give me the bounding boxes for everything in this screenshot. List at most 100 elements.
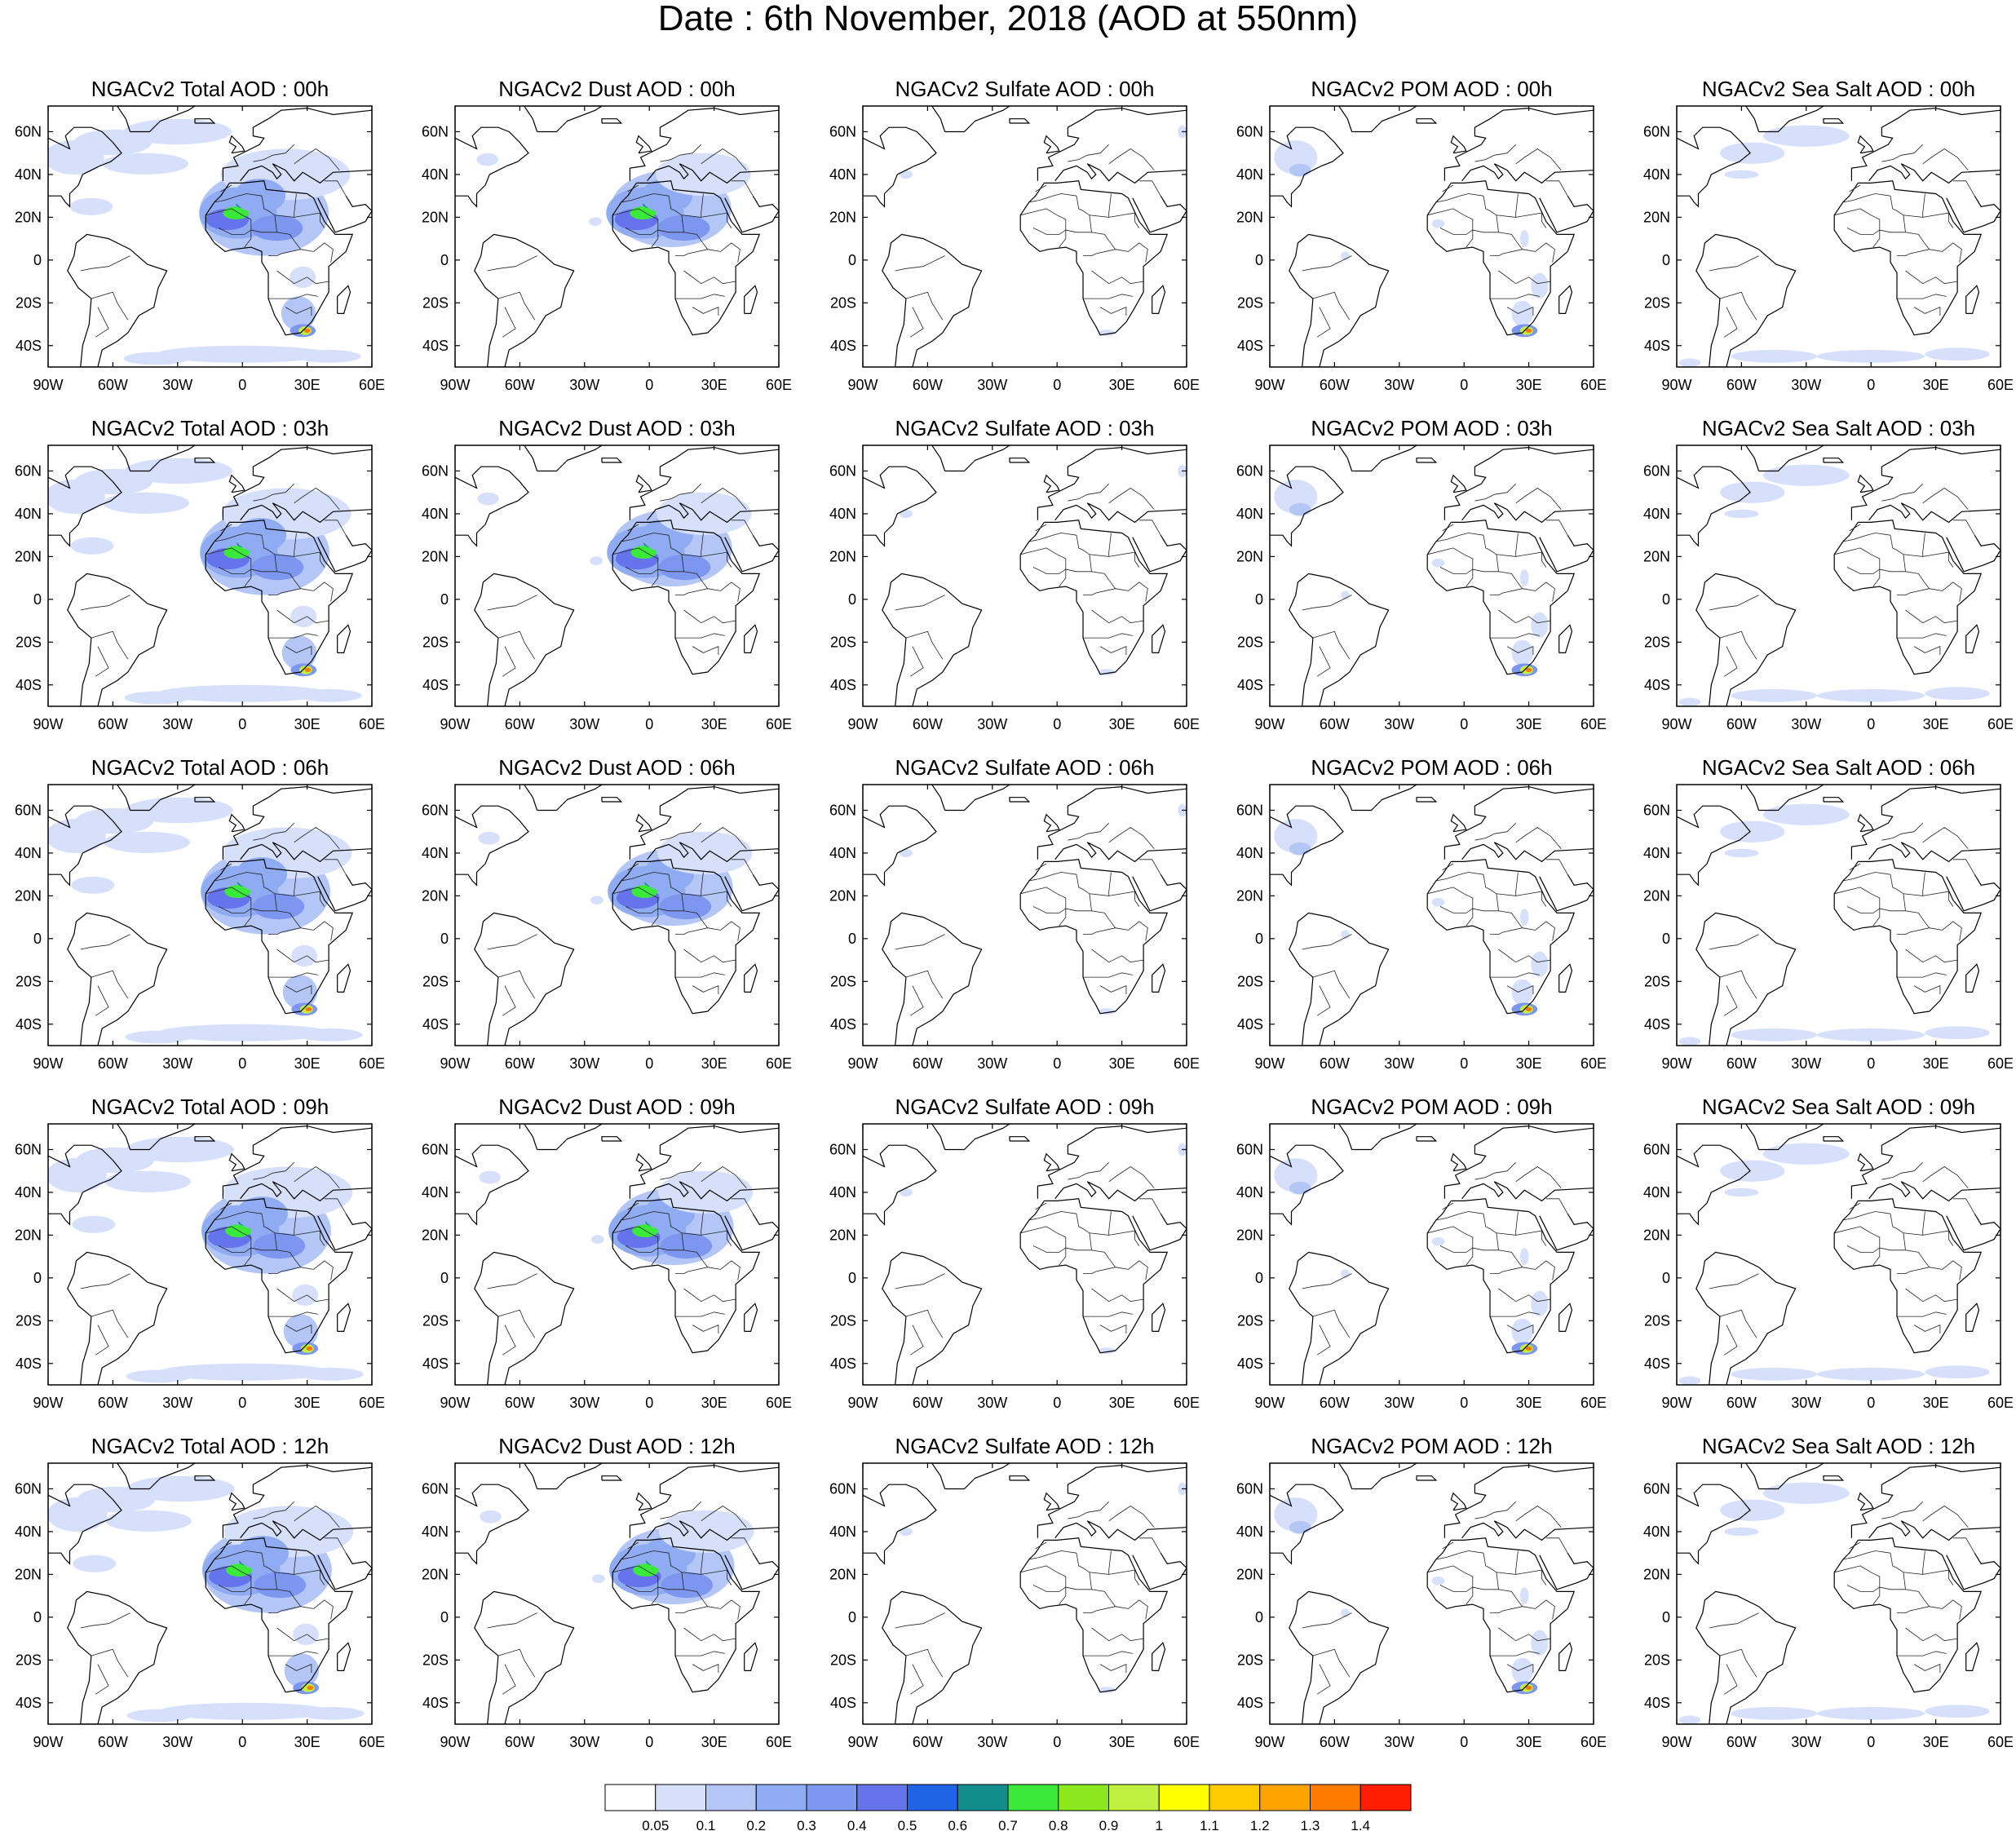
aod-plume bbox=[1719, 1160, 1785, 1182]
coastline bbox=[1152, 1302, 1166, 1332]
lon-tick-label: 30W bbox=[569, 1055, 599, 1072]
coastline bbox=[1695, 1251, 1797, 1385]
country-border bbox=[625, 228, 684, 235]
lat-tick-label: 0 bbox=[1255, 1270, 1263, 1286]
country-border bbox=[1913, 645, 1941, 655]
country-border bbox=[1834, 1565, 1881, 1588]
coastline bbox=[1337, 1463, 1418, 1490]
lon-tick-label: 90W bbox=[1661, 716, 1691, 732]
lon-tick-label: 30W bbox=[1384, 377, 1414, 393]
lon-tick-label: 30W bbox=[162, 1395, 192, 1411]
country-border bbox=[1108, 1506, 1155, 1528]
aod-plume bbox=[661, 1572, 714, 1599]
aod-plume bbox=[659, 893, 712, 920]
lon-tick-label: 90W bbox=[847, 1055, 878, 1072]
country-border bbox=[1083, 588, 1116, 595]
lat-tick-label: 40N bbox=[1643, 166, 1670, 183]
lat-tick-label: 40S bbox=[830, 338, 856, 354]
coastline bbox=[1857, 135, 1874, 154]
country-border bbox=[895, 1273, 945, 1289]
lon-tick-label: 30E bbox=[1923, 1734, 1949, 1750]
coastline bbox=[1965, 1642, 1980, 1671]
map-frame bbox=[1269, 784, 1594, 1046]
country-border bbox=[681, 1232, 721, 1270]
aod-plume bbox=[1525, 667, 1532, 673]
coastline bbox=[1337, 785, 1418, 812]
country-border bbox=[1496, 893, 1536, 931]
coastline bbox=[1558, 1642, 1573, 1671]
country-border bbox=[895, 595, 945, 611]
aod-plume bbox=[1817, 350, 1925, 363]
aod-plume bbox=[590, 556, 603, 565]
aod-plume bbox=[305, 1006, 312, 1012]
country-border bbox=[1897, 1267, 1930, 1274]
map-frame bbox=[862, 784, 1187, 1046]
lon-tick-label: 60W bbox=[1320, 1395, 1350, 1411]
lat-tick-label: 20N bbox=[15, 887, 42, 904]
lat-tick-label: 20S bbox=[1237, 294, 1263, 311]
country-border bbox=[720, 1260, 741, 1280]
country-border bbox=[80, 255, 130, 272]
coastline bbox=[317, 534, 372, 573]
lon-tick-label: 60W bbox=[1726, 1734, 1757, 1750]
country-border bbox=[220, 1541, 232, 1550]
aod-plume bbox=[290, 605, 317, 627]
lon-tick-label: 30W bbox=[162, 1734, 192, 1750]
country-border bbox=[220, 524, 232, 532]
aod-plume bbox=[293, 1623, 319, 1645]
country-border bbox=[487, 934, 537, 950]
country-border bbox=[294, 1230, 325, 1246]
map-frame bbox=[1269, 1462, 1594, 1725]
coastline bbox=[1426, 1198, 1576, 1354]
lon-tick-label: 60W bbox=[98, 1395, 128, 1411]
lon-tick-label: 90W bbox=[1661, 377, 1691, 393]
country-border bbox=[487, 1612, 537, 1629]
coastline bbox=[1416, 458, 1438, 463]
colorbar-swatch bbox=[1310, 1784, 1361, 1811]
lon-tick-label: 60W bbox=[505, 1055, 535, 1072]
country-border bbox=[1872, 909, 1881, 927]
country-border bbox=[1709, 934, 1759, 950]
coastline bbox=[744, 1642, 758, 1671]
lat-tick-label: 20S bbox=[15, 1312, 42, 1329]
country-border bbox=[1913, 1324, 1941, 1333]
coastline bbox=[931, 1124, 1011, 1151]
country-border bbox=[1942, 1599, 1962, 1620]
country-border bbox=[1083, 1311, 1133, 1317]
aod-plume bbox=[1520, 230, 1529, 248]
country-border bbox=[1535, 582, 1555, 602]
coastline bbox=[1289, 573, 1390, 706]
country-border bbox=[1128, 1599, 1148, 1620]
aod-plume bbox=[253, 1232, 306, 1259]
panel-title: NGACv2 Sulfate AOD : 03h bbox=[895, 416, 1155, 440]
lon-tick-label: 90W bbox=[440, 1395, 470, 1411]
lat-tick-label: 60N bbox=[1643, 1141, 1670, 1157]
map-frame bbox=[454, 1462, 780, 1725]
country-border bbox=[1913, 984, 1941, 994]
lon-tick-label: 30W bbox=[977, 1055, 1007, 1072]
lon-tick-label: 0 bbox=[645, 1734, 653, 1750]
aod-plume bbox=[1762, 125, 1850, 147]
coastline bbox=[1443, 1464, 1594, 1538]
aod-plume bbox=[1520, 1248, 1529, 1266]
aod-plume bbox=[1531, 951, 1549, 978]
panel-title: NGACv2 Sea Salt AOD : 09h bbox=[1702, 1095, 1975, 1119]
lat-tick-label: 40S bbox=[1644, 1016, 1670, 1033]
lon-tick-label: 30E bbox=[1923, 716, 1949, 732]
lon-tick-label: 0 bbox=[1460, 716, 1468, 732]
lat-tick-label: 0 bbox=[1255, 591, 1263, 608]
country-border bbox=[1068, 1501, 1109, 1519]
aod-plume bbox=[125, 1030, 190, 1044]
lon-tick-label: 60E bbox=[766, 716, 792, 732]
country-border bbox=[324, 1537, 351, 1560]
country-border bbox=[1089, 1572, 1129, 1609]
lon-tick-label: 0 bbox=[1053, 1055, 1061, 1072]
coastline bbox=[455, 1484, 529, 1565]
aod-plume bbox=[899, 848, 913, 858]
country-border bbox=[1435, 193, 1484, 203]
country-border bbox=[1515, 1569, 1547, 1586]
map-panel-dust-4: NGACv2 Dust AOD : 12h 90W 60W 30W 0 30E 60E 60N… bbox=[422, 1434, 792, 1750]
country-border bbox=[294, 212, 325, 228]
lon-tick-label: 60W bbox=[913, 1055, 943, 1072]
country-border bbox=[206, 1226, 252, 1249]
